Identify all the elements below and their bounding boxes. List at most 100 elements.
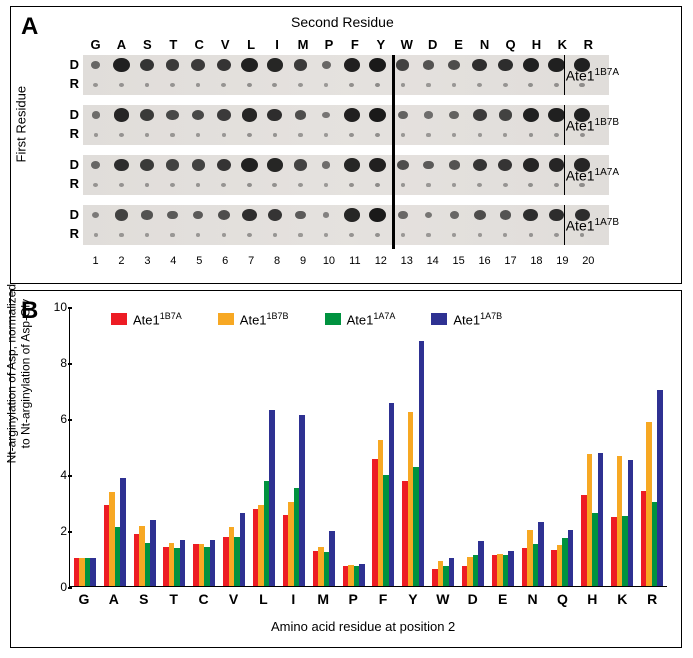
spot-cell (518, 155, 544, 175)
spot-cell (518, 105, 544, 125)
spot-cell (262, 205, 288, 225)
spot-cell (262, 55, 288, 75)
row-label-r: R (57, 176, 79, 191)
y-tick: 4 (49, 468, 67, 482)
gel-spot (217, 159, 231, 171)
spot-cell (365, 175, 391, 195)
first-residue-label: First Residue (14, 86, 29, 163)
group-bracket (564, 205, 566, 245)
spot-cell (313, 125, 339, 145)
bar (419, 341, 425, 586)
spot-cell (160, 105, 186, 125)
spot-cell (416, 205, 442, 225)
spot-row (83, 55, 609, 75)
gel-group: DRAte11A7A (57, 155, 625, 195)
gel-spot (196, 233, 200, 237)
spot-cell (109, 125, 135, 145)
bar-group (398, 307, 428, 586)
spot-cell (211, 75, 237, 95)
gel-spot (499, 109, 512, 120)
bar-group (548, 307, 578, 586)
gel-spot (145, 183, 150, 187)
gel-spot (272, 83, 277, 87)
gel-spot (323, 212, 330, 218)
spot-row (83, 105, 609, 125)
isoform-label: Ate11B7A (566, 67, 619, 84)
gel-spot (221, 183, 226, 187)
gel-spot (166, 159, 179, 170)
x-category-label: A (99, 591, 129, 607)
spot-cell (109, 225, 135, 245)
gel-spot (478, 233, 482, 237)
residue-header-cell: W (394, 37, 419, 52)
spot-cell (185, 225, 211, 245)
spot-cell (467, 105, 493, 125)
bar-group (488, 307, 518, 586)
bar (359, 564, 365, 586)
x-category-label: Q (548, 591, 578, 607)
gel-spot (500, 210, 511, 219)
spot-cell (467, 205, 493, 225)
spot-cell (365, 155, 391, 175)
spot-cell (211, 105, 237, 125)
spot-cell (211, 225, 237, 245)
spot-cell (83, 155, 109, 175)
gel-spot (114, 108, 130, 121)
spot-cell (493, 105, 519, 125)
x-category-label: K (607, 591, 637, 607)
gel-spot (170, 83, 175, 87)
gel-spot (452, 233, 456, 237)
spot-cell (134, 155, 160, 175)
lane-number: 17 (498, 255, 523, 267)
gel-spot (375, 183, 381, 188)
gel-spot (449, 111, 459, 119)
gel-spot (247, 183, 252, 188)
gel-spot (119, 233, 123, 237)
bar (478, 541, 484, 586)
gel-spot (93, 183, 98, 187)
gel-spot (426, 83, 430, 87)
gel-spot (170, 233, 174, 237)
spot-cell (518, 125, 544, 145)
spot-cell (441, 155, 467, 175)
gel-spot (298, 133, 302, 137)
spot-row (83, 205, 609, 225)
gel-spot (267, 158, 283, 171)
x-category-label: L (248, 591, 278, 607)
gel-spot (401, 83, 406, 87)
gel-spot (247, 83, 252, 88)
lane-number: 2 (109, 255, 134, 267)
spot-cell (237, 55, 263, 75)
residue-header-cell: L (239, 37, 264, 52)
spot-cell (313, 225, 339, 245)
spot-cell (211, 55, 237, 75)
gel-spot (426, 133, 430, 137)
spot-row (83, 125, 609, 145)
y-tick: 0 (49, 580, 67, 594)
gel-spot (375, 233, 380, 237)
spot-row (83, 175, 609, 195)
lane-number: 10 (316, 255, 341, 267)
lane-numbers: 1234567891011121314151617181920 (83, 255, 601, 267)
gel-spot (344, 158, 360, 171)
spot-cell (313, 175, 339, 195)
spot-cell (211, 125, 237, 145)
spot-cell (365, 105, 391, 125)
bar-group (607, 307, 637, 586)
lane-number: 20 (576, 255, 601, 267)
gel-spot (242, 209, 257, 222)
x-category-label: F (368, 591, 398, 607)
gel-spot (273, 233, 278, 237)
spot-cell (83, 205, 109, 225)
spot-cell (288, 205, 314, 225)
y-tick: 8 (49, 356, 67, 370)
gel-spot (349, 233, 354, 237)
gel-spot (369, 58, 386, 72)
lane-number: 8 (265, 255, 290, 267)
gel-spot (222, 233, 226, 237)
gel-spot (322, 161, 331, 168)
spot-cell (416, 225, 442, 245)
spot-cell (313, 205, 339, 225)
gel-spot (523, 58, 539, 72)
gel-spot (217, 59, 231, 71)
